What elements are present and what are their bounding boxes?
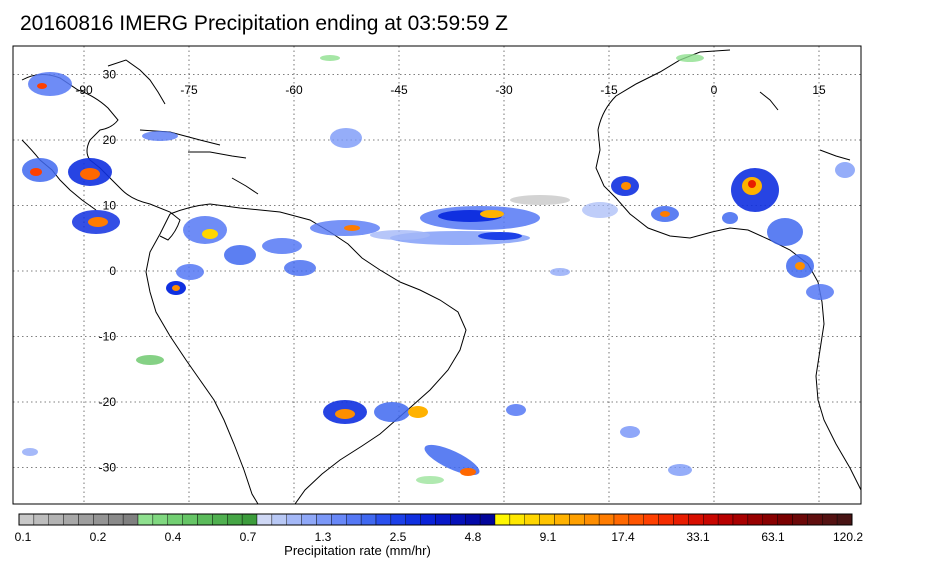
- colorbar-tick-label: 0.4: [164, 530, 182, 544]
- latitude-label: 10: [103, 199, 117, 213]
- colorbar-cell: [732, 513, 749, 526]
- colorbar-tick-label: 0.1: [14, 530, 32, 544]
- colorbar-cell: [717, 513, 734, 526]
- longitude-label: 0: [711, 83, 718, 97]
- colorbar-cell: [539, 513, 555, 526]
- colorbar-cell: [137, 513, 154, 526]
- colorbar-cell: [524, 513, 540, 526]
- colorbar-frame: [18, 513, 853, 526]
- colorbar-cell: [93, 513, 109, 526]
- map-frame: [12, 45, 862, 505]
- colorbar-cell: [792, 513, 808, 526]
- coastline: [21, 49, 861, 504]
- latitude-label: 0: [109, 264, 116, 278]
- colorbar-cell: [108, 513, 124, 526]
- colorbar-tick-label: 120.2: [832, 530, 864, 544]
- colorbar-cell: [78, 513, 94, 526]
- colorbar-cell: [479, 513, 496, 526]
- colorbar-tick-label: 17.4: [611, 530, 635, 544]
- colorbar-cell: [197, 513, 213, 526]
- colorbar-cell: [807, 513, 823, 526]
- longitude-label: -15: [600, 83, 618, 97]
- colorbar-tick-label: 2.5: [389, 530, 407, 544]
- colorbar-cell: [227, 513, 243, 526]
- colorbar-label: Precipitation rate (mm/hr): [284, 543, 431, 558]
- colorbar-cell: [360, 513, 377, 526]
- colorbar-cell: [613, 513, 630, 526]
- colorbar-cell: [375, 513, 392, 526]
- latitude-label: 30: [103, 68, 117, 82]
- colorbar-cell: [301, 513, 317, 526]
- colorbar-cell: [122, 513, 139, 526]
- colorbar-cell: [212, 513, 228, 526]
- colorbar-cell: [152, 513, 168, 526]
- longitude-label: -30: [495, 83, 513, 97]
- colorbar-cell: [703, 513, 719, 526]
- colorbar-tick-label: 4.8: [464, 530, 482, 544]
- colorbar-cell: [643, 513, 659, 526]
- colorbar-cell: [286, 513, 302, 526]
- colorbar-cell: [48, 513, 64, 526]
- longitude-labels: -90 -75 -60 -45 -30 -15 0 15: [75, 83, 826, 97]
- latitude-label: 20: [103, 133, 117, 147]
- colorbar-cell: [762, 513, 778, 526]
- colorbar-cell: [167, 513, 183, 526]
- colorbar-cell: [241, 513, 258, 526]
- longitude-label: -75: [180, 83, 198, 97]
- colorbar-cell: [747, 513, 763, 526]
- colorbar-cell: [494, 513, 511, 526]
- colorbar-cell: [673, 513, 689, 526]
- colorbar-cell: [390, 513, 406, 526]
- colorbar-cell: [63, 513, 79, 526]
- latitude-label: -20: [99, 395, 117, 409]
- colorbar-cell: [420, 513, 436, 526]
- colorbar-cell: [405, 513, 421, 526]
- latitude-label: -10: [99, 330, 117, 344]
- colorbar-cell: [628, 513, 644, 526]
- graticule: [13, 46, 861, 504]
- colorbar-cell: [331, 513, 347, 526]
- colorbar-cell: [18, 513, 35, 526]
- colorbar-cell: [836, 513, 853, 526]
- longitude-label: -90: [75, 83, 93, 97]
- colorbar-cell: [509, 513, 525, 526]
- colorbar-cell: [256, 513, 273, 526]
- colorbar-cell: [598, 513, 615, 526]
- colorbar-cell: [688, 513, 704, 526]
- colorbar-tick-label: 0.7: [239, 530, 257, 544]
- longitude-label: 15: [812, 83, 826, 97]
- colorbar-tick-label: 63.1: [761, 530, 785, 544]
- colorbar-tick-label: 0.2: [89, 530, 107, 544]
- colorbar-tick-label: 33.1: [686, 530, 710, 544]
- map-title: 20160816 IMERG Precipitation ending at 0…: [20, 12, 508, 35]
- colorbar-cell: [33, 513, 49, 526]
- colorbar-cell: [822, 513, 838, 526]
- colorbar-cell: [450, 513, 466, 526]
- colorbar-tick-label: 9.1: [539, 530, 557, 544]
- colorbar-cell: [584, 513, 600, 526]
- colorbar-cell: [316, 513, 332, 526]
- colorbar-cell: [346, 513, 362, 526]
- colorbar-cell: [777, 513, 793, 526]
- colorbar-cell: [569, 513, 585, 526]
- longitude-label: -45: [390, 83, 408, 97]
- colorbar-cell: [554, 513, 570, 526]
- colorbar-cell: [465, 513, 481, 526]
- colorbar-tick-label: 1.3: [314, 530, 332, 544]
- colorbar-cell: [182, 513, 198, 526]
- colorbar-cell: [658, 513, 674, 526]
- longitude-label: -60: [285, 83, 303, 97]
- colorbar-cell: [271, 513, 287, 526]
- latitude-label: -30: [99, 461, 117, 475]
- latitude-labels: 30 20 10 0 -10 -20 -30: [99, 68, 117, 475]
- colorbar-cell: [435, 513, 451, 526]
- precipitation-field: [22, 54, 855, 484]
